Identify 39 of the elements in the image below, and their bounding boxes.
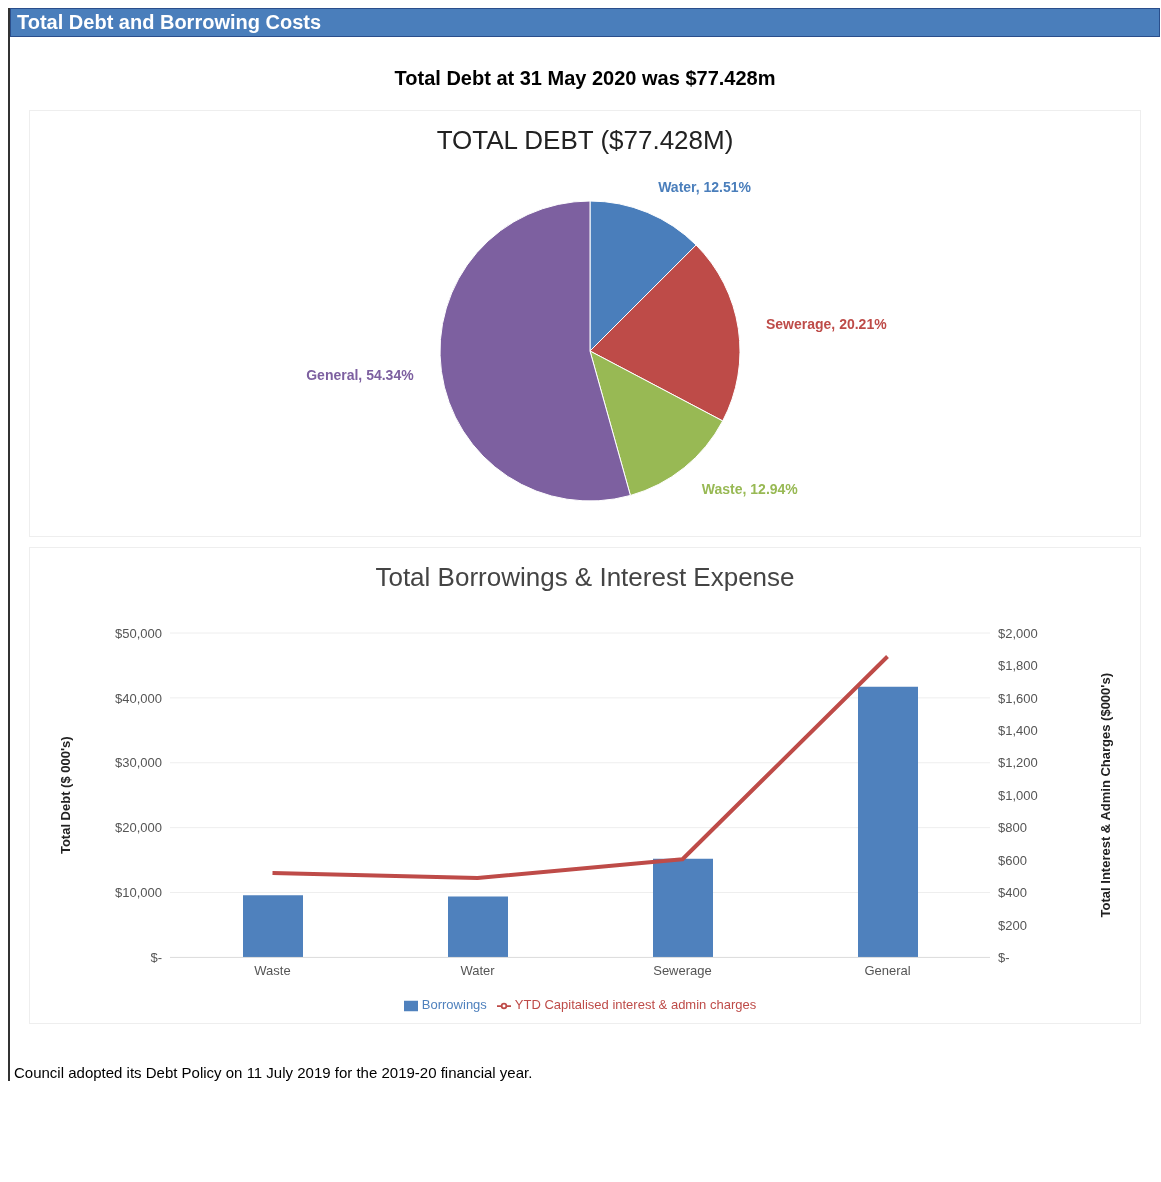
x-tick-label: Sewerage	[653, 962, 712, 978]
y-tick-label: $50,000	[115, 625, 162, 641]
legend-label: YTD Capitalised interest & admin charges	[514, 997, 757, 1013]
y-tick-label: $-	[150, 950, 162, 966]
y2-tick-label: $-	[998, 950, 1010, 966]
slice-label: General, 54.34%	[306, 367, 415, 384]
line-series	[270, 654, 890, 880]
slice-label: Sewerage, 20.21%	[766, 316, 888, 333]
y2-tick-label: $600	[998, 852, 1027, 868]
y2-tick-label: $1,400	[998, 722, 1038, 738]
x-tick-label: Waste	[254, 962, 291, 978]
y2-tick-label: $1,000	[998, 787, 1038, 803]
text: Council adopted its Debt Policy on 11 July 2019 for the 2019-20 financial year.	[14, 1064, 534, 1081]
y-axis-title: Total Debt ($ 000's)	[57, 736, 73, 855]
bar	[243, 895, 303, 958]
y-tick-label: $30,000	[115, 755, 162, 771]
x-tick-label: Water	[460, 962, 496, 978]
y2-tick-label: $2,000	[998, 625, 1038, 641]
y-tick-label: $20,000	[115, 820, 162, 836]
slice-label: Waste, 12.94%	[701, 481, 799, 498]
text: Total Debt at 31 May 2020 was $77.428m	[393, 67, 777, 90]
y-tick-label: $10,000	[115, 885, 162, 901]
y2-tick-label: $1,800	[998, 658, 1038, 674]
y2-tick-label: $400	[998, 885, 1027, 901]
y2-tick-label: $1,600	[998, 690, 1038, 706]
bar	[448, 896, 508, 958]
y2-tick-label: $1,200	[998, 755, 1038, 771]
y2-tick-label: $200	[998, 917, 1027, 933]
y2-tick-label: $800	[998, 820, 1027, 836]
y-tick-label: $40,000	[115, 690, 162, 706]
slice-label: Water, 12.51%	[658, 178, 752, 195]
bar	[858, 686, 918, 958]
chart-title: Total Borrowings & Interest Expense	[374, 562, 796, 593]
bar	[653, 858, 713, 958]
x-tick-label: General	[864, 962, 911, 978]
text: Total Debt and Borrowing Costs	[10, 8, 1160, 37]
legend-label: Borrowings	[421, 997, 487, 1013]
y2-axis-title: Total Interest & Admin Charges ($000's)	[1097, 673, 1113, 918]
chart-title: TOTAL DEBT ($77.428M)	[435, 125, 735, 156]
